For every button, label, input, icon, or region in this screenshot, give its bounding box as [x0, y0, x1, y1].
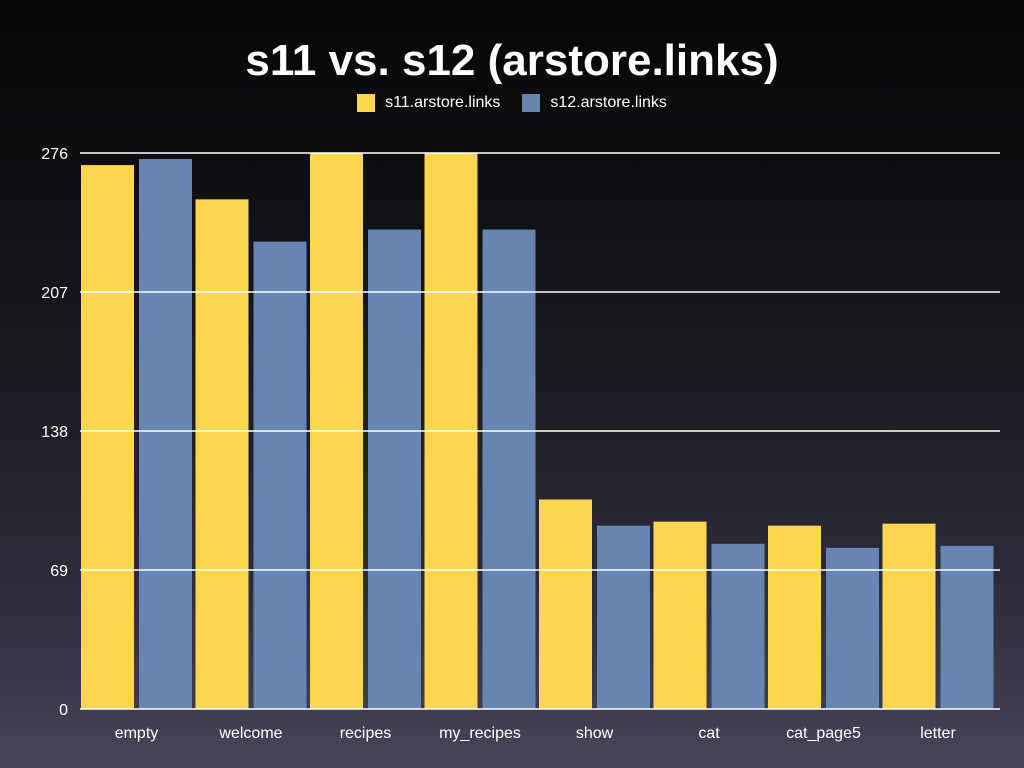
bar-cat-page5-s12	[826, 547, 879, 709]
legend-label-s11: s11.arstore.links	[385, 94, 501, 111]
bar-empty-s11	[81, 165, 134, 709]
x-tick-label: my_recipes	[439, 725, 521, 742]
bar-empty-s12	[139, 159, 192, 710]
legend-item-s11: s11.arstore.links	[357, 92, 500, 114]
bar-show-s12	[597, 525, 650, 709]
legend-swatch-s11	[357, 94, 376, 112]
x-tick-label: recipes	[340, 725, 392, 742]
x-tick-label: letter	[920, 725, 956, 742]
chart-title: s11 vs. s12 (arstore.links)	[245, 36, 779, 85]
legend-item-s12: s12.arstore.links	[522, 92, 667, 114]
x-tick-label: show	[576, 725, 614, 742]
bar-letter-s11	[882, 523, 936, 709]
bar-letter-s12	[940, 545, 994, 709]
y-tick-label: 276	[41, 146, 68, 163]
x-tick-label: cat_page5	[786, 725, 861, 742]
y-tick-label: 69	[50, 563, 68, 580]
y-tick-label: 138	[41, 424, 68, 441]
bar-welcome-s11	[195, 199, 249, 710]
bar-show-s11	[539, 499, 592, 709]
bar-recipes-s12	[368, 229, 421, 709]
legend: s11.arstore.links s12.arstore.links	[0, 92, 1024, 114]
bar-welcome-s12	[253, 241, 307, 709]
bar-my-recipes-s12	[482, 229, 536, 709]
y-tick-label: 0	[59, 702, 68, 719]
x-tick-label: empty	[115, 725, 159, 742]
x-tick-label: welcome	[218, 725, 282, 742]
bar-cat-s12	[711, 543, 765, 709]
legend-swatch-s12	[522, 94, 541, 112]
y-tick-label: 207	[41, 285, 68, 302]
bar-cat-s11	[653, 521, 707, 709]
x-tick-label: cat	[698, 725, 720, 742]
legend-label-s12: s12.arstore.links	[550, 94, 667, 111]
bar-cat-page5-s11	[768, 525, 821, 709]
